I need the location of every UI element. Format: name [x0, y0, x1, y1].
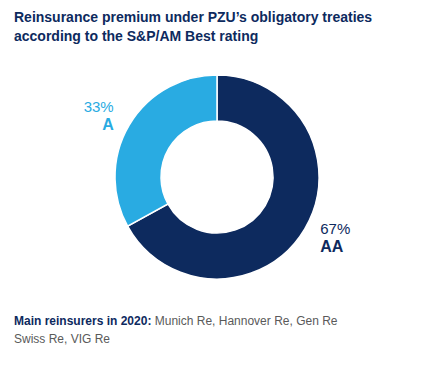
html-text:Reinsurance premium under PZU’: Reinsurance premium under PZU’s obligato… [14, 9, 373, 25]
svg-text:33%A: 33%A [84, 98, 114, 133]
html-text:Main reinsurers in 2020: Munic: Main reinsurers in 2020: Munich Re, Hann… [14, 314, 338, 328]
svg-text:67%AA: 67%AA [320, 220, 350, 255]
html-text:according to the S&P/AM Best r: according to the S&P/AM Best rating [14, 28, 259, 44]
html-text:Swiss Re, VIG Re: Swiss Re, VIG Re [14, 332, 110, 346]
